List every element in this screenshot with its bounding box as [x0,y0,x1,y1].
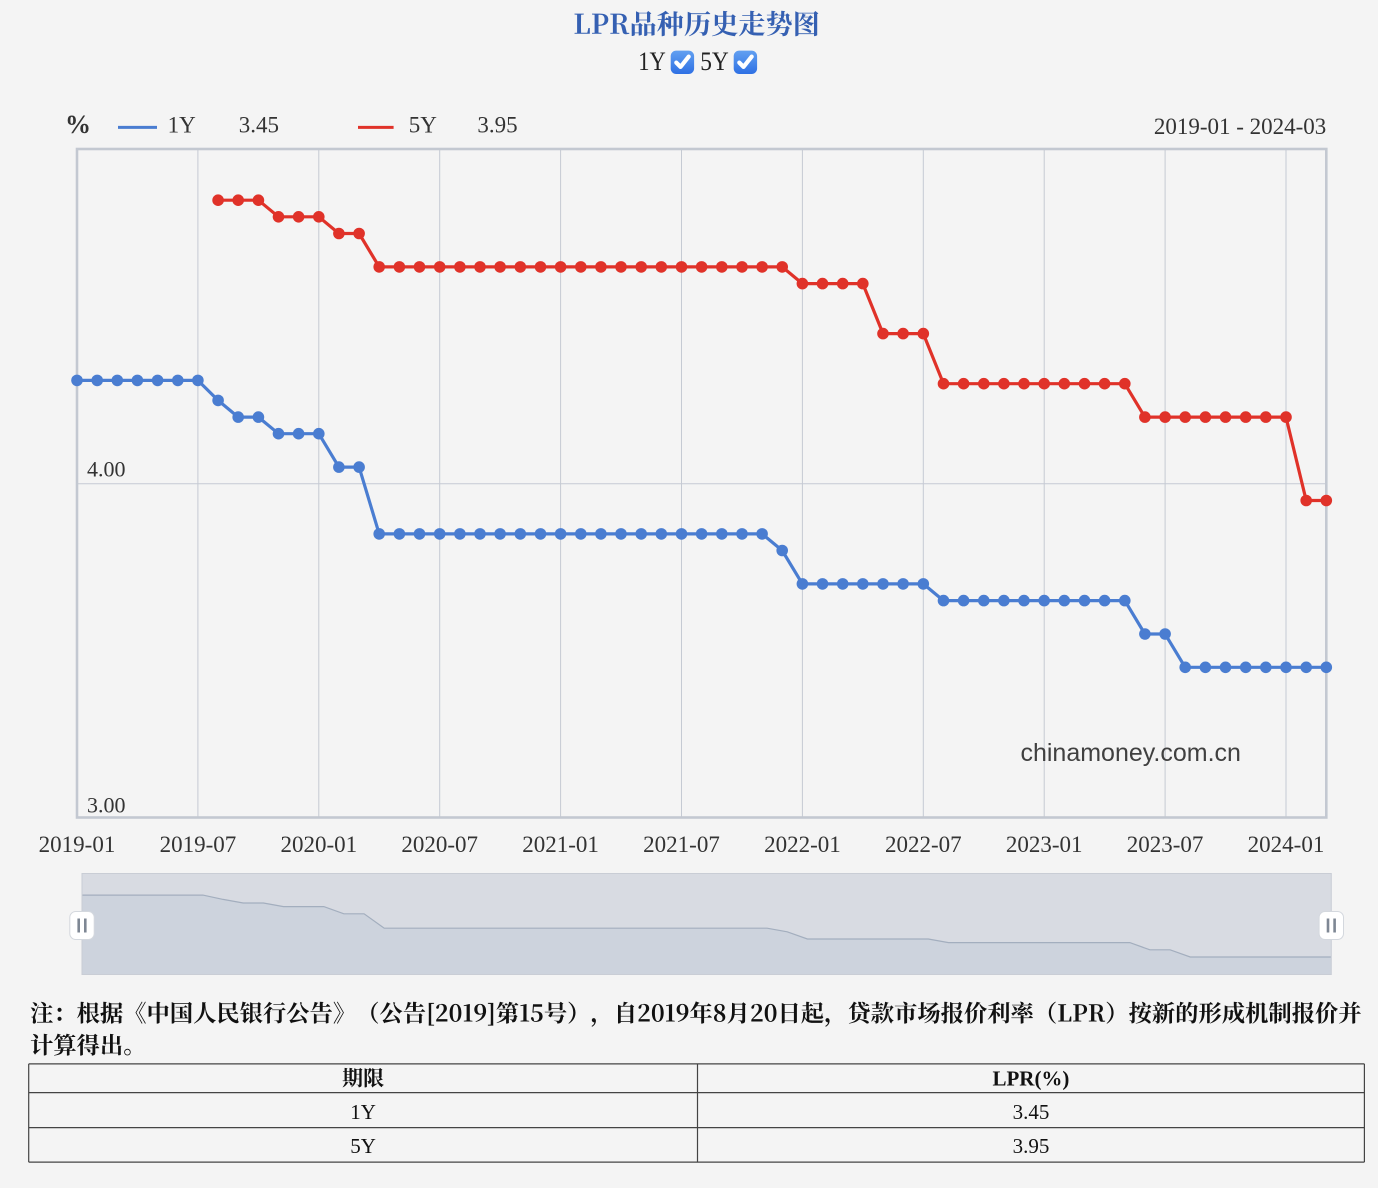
svg-text:2023-07: 2023-07 [1127,832,1204,857]
svg-text:1Y: 1Y [350,1100,376,1124]
svg-text:5Y: 5Y [350,1134,376,1158]
svg-text:1Y: 1Y [638,47,666,76]
svg-text:2020-07: 2020-07 [401,832,478,857]
svg-text:2023-01: 2023-01 [1006,832,1083,857]
svg-text:%: % [65,110,91,139]
svg-text:3.00: 3.00 [87,793,126,818]
svg-text:2024-01: 2024-01 [1248,832,1325,857]
svg-text:2022-07: 2022-07 [885,832,962,857]
svg-text:2019-01 - 2024-03: 2019-01 - 2024-03 [1154,114,1326,139]
svg-text:1Y: 1Y [168,113,197,138]
svg-text:4.00: 4.00 [87,457,126,482]
svg-text:3.95: 3.95 [1013,1134,1050,1158]
svg-text:LPR(%): LPR(%) [992,1067,1069,1091]
svg-text:2022-01: 2022-01 [764,832,841,857]
svg-text:2021-01: 2021-01 [522,832,599,857]
svg-text:5Y: 5Y [700,47,729,76]
svg-text:2021-07: 2021-07 [643,832,720,857]
svg-text:2020-01: 2020-01 [280,832,357,857]
svg-text:3.45: 3.45 [1013,1100,1050,1124]
svg-text:3.95: 3.95 [477,113,517,138]
svg-text:2019-01: 2019-01 [39,832,116,857]
svg-text:5Y: 5Y [409,113,438,138]
svg-text:3.45: 3.45 [239,113,279,138]
svg-text:2019-07: 2019-07 [160,832,237,857]
svg-text:chinamoney.com.cn: chinamoney.com.cn [1020,739,1240,767]
